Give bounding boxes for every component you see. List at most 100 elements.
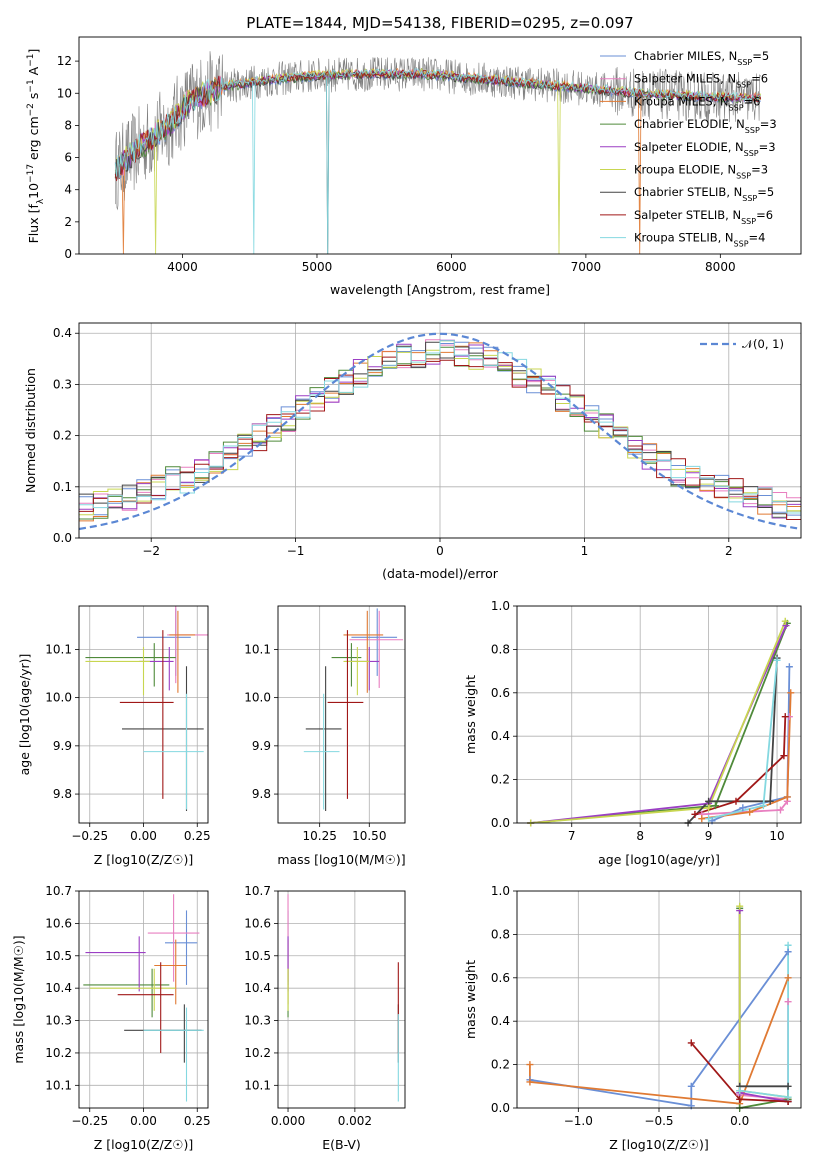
legend-label-sub: SSP — [745, 126, 760, 135]
y-tick-label: 10.7 — [45, 884, 72, 898]
mass-weight-marker — [705, 797, 713, 805]
model-spectrum-line — [114, 68, 761, 254]
x-axis-label: wavelength [Angstrom, rest frame] — [330, 282, 550, 297]
y-tick-label: 0.8 — [491, 642, 510, 656]
y-tick-label: 10 — [57, 86, 72, 100]
y-axis-label-part: s — [26, 93, 41, 104]
y-axis-label: Flux [fλ10−17 erg cm−2 s−1 A−1] — [26, 49, 46, 244]
legend-label-sub: SSP — [736, 80, 751, 89]
y-tick-label: 0.2 — [53, 429, 72, 443]
x-tick-label: −1 — [287, 544, 305, 558]
mass-weight-marker — [776, 806, 784, 814]
mass-weight-marker — [705, 815, 713, 823]
y-tick-label: 12 — [57, 54, 72, 68]
y-tick-label: 6 — [64, 151, 72, 165]
y-tick-label: 9.9 — [252, 739, 271, 753]
y-tick-label: 10.4 — [244, 981, 271, 995]
y-axis-label-part: −1 — [26, 79, 36, 92]
legend-label-sub: SSP — [734, 239, 749, 248]
legend-label-suffix: =3 — [751, 163, 768, 177]
y-tick-label: 10.1 — [45, 1078, 72, 1092]
legend-label-main: Salpeter ELODIE, N — [634, 140, 744, 154]
x-tick-label: 9 — [705, 829, 713, 843]
y-tick-label: 1.0 — [491, 599, 510, 613]
panel-age_vs_Z: −0.25 0.00 0.25 9.8 9.9 10.0 10.1 Z [log10(Z/Z☉… — [17, 605, 211, 867]
legend-label-sub: SSP — [729, 103, 744, 112]
legend-label: Salpeter MILES, NSSP=6 — [634, 72, 768, 90]
x-tick-label: −2 — [142, 544, 160, 558]
y-tick-label: 1.0 — [491, 884, 510, 898]
legend-label-suffix: =3 — [759, 140, 776, 154]
y-axis-label-part: 10 — [26, 183, 41, 199]
y-tick-label: 0.8 — [491, 927, 510, 941]
mass-weight-marker — [787, 689, 795, 697]
legend-label: Chabrier STELIB, NSSP=5 — [634, 185, 774, 203]
mass-weight-line — [738, 910, 789, 1103]
y-tick-label: 4 — [64, 183, 72, 197]
y-tick-label: 0.6 — [491, 971, 510, 985]
legend-label: 𝒩(0, 1) — [742, 337, 784, 351]
mass-weight-line — [530, 620, 787, 823]
x-tick-label: 5000 — [302, 260, 333, 274]
x-axis-label: (data-model)/error — [382, 566, 499, 581]
axes-frame — [277, 890, 406, 1109]
legend-label-sub: SSP — [737, 58, 752, 67]
x-axis-label: Z [log10(Z/Z☉)] — [94, 1137, 194, 1152]
y-tick-label: 0.2 — [491, 773, 510, 787]
normal-reference-curve — [79, 332, 801, 531]
legend-label-suffix: =3 — [760, 117, 777, 131]
legend-label-main: Chabrier STELIB, N — [634, 185, 742, 199]
mass-weight-marker — [687, 1082, 695, 1090]
axes-frame — [78, 36, 802, 255]
mass-weight-marker — [526, 1061, 534, 1069]
x-tick-label: 0.0 — [730, 1114, 749, 1128]
y-axis-label: age [log10(age/yr)] — [17, 654, 32, 776]
y-tick-label: 10.0 — [45, 691, 72, 705]
legend-label-sub: SSP — [744, 148, 759, 157]
plot-area-weight_vs_Z — [517, 891, 801, 1108]
panel-weight_vs_age: 7 8 9 10 0.0 0.2 0.4 0.6 0.8 1.0 age [log10(age/yr… — [463, 599, 802, 867]
x-tick-label: 0.00 — [130, 1114, 157, 1128]
mass-weight-marker — [698, 815, 706, 823]
mass-weight-marker — [784, 941, 792, 949]
y-axis-label-part: λ — [36, 198, 46, 204]
legend-label-main: Chabrier ELODIE, N — [634, 117, 745, 131]
y-tick-label: 10.7 — [244, 884, 271, 898]
legend-label-main: Kroupa STELIB, N — [634, 231, 734, 245]
legend-label-main: Kroupa ELODIE, N — [634, 163, 736, 177]
y-tick-label: 10.2 — [45, 1046, 72, 1060]
mass-weight-marker — [784, 1093, 792, 1101]
y-axis-label-part: Flux [f — [26, 204, 41, 244]
x-tick-label: 7 — [568, 829, 576, 843]
x-tick-label: 4000 — [167, 260, 198, 274]
legend-label: Kroupa ELODIE, NSSP=3 — [634, 163, 768, 181]
legend-label-main: Kroupa MILES, N — [634, 94, 729, 108]
y-tick-label: 0.2 — [491, 1058, 510, 1072]
x-tick-label: 10.25 — [302, 829, 336, 843]
mass-weight-marker — [526, 1078, 534, 1086]
x-tick-label: 0.000 — [271, 1114, 305, 1128]
axes-frame — [516, 890, 802, 1109]
plot-area-mass_vs_Z — [79, 891, 208, 1108]
mass-weight-marker — [766, 797, 774, 805]
y-tick-label: 10.1 — [45, 642, 72, 656]
y-tick-label: 10.6 — [244, 916, 271, 930]
y-tick-label: 0.4 — [491, 1014, 510, 1028]
panel-mass_vs_Z: −0.25 0.00 0.25 10.1 10.2 10.3 10.4 10.5 10.6 10.… — [11, 884, 211, 1152]
y-tick-label: 0 — [64, 247, 72, 261]
y-axis-label-part: −17 — [26, 164, 36, 183]
mass-weight-marker — [691, 810, 699, 818]
x-axis-label: mass [log10(M/M☉)] — [277, 852, 405, 867]
mass-weight-line — [738, 906, 789, 1099]
y-axis-label: Normed distribution — [23, 368, 38, 493]
y-tick-label: 8 — [64, 118, 72, 132]
legend-label-suffix: =5 — [757, 185, 774, 199]
x-tick-label: −0.5 — [644, 1114, 673, 1128]
x-tick-label: 8000 — [705, 260, 736, 274]
legend-label-main: Chabrier MILES, N — [634, 49, 737, 63]
y-tick-label: 9.8 — [53, 787, 72, 801]
legend-label-main: Salpeter STELIB, N — [634, 208, 741, 222]
y-tick-label: 9.9 — [53, 739, 72, 753]
y-axis-label: mass [log10(M/M☉)] — [11, 935, 26, 1063]
x-tick-label: 8 — [636, 829, 644, 843]
